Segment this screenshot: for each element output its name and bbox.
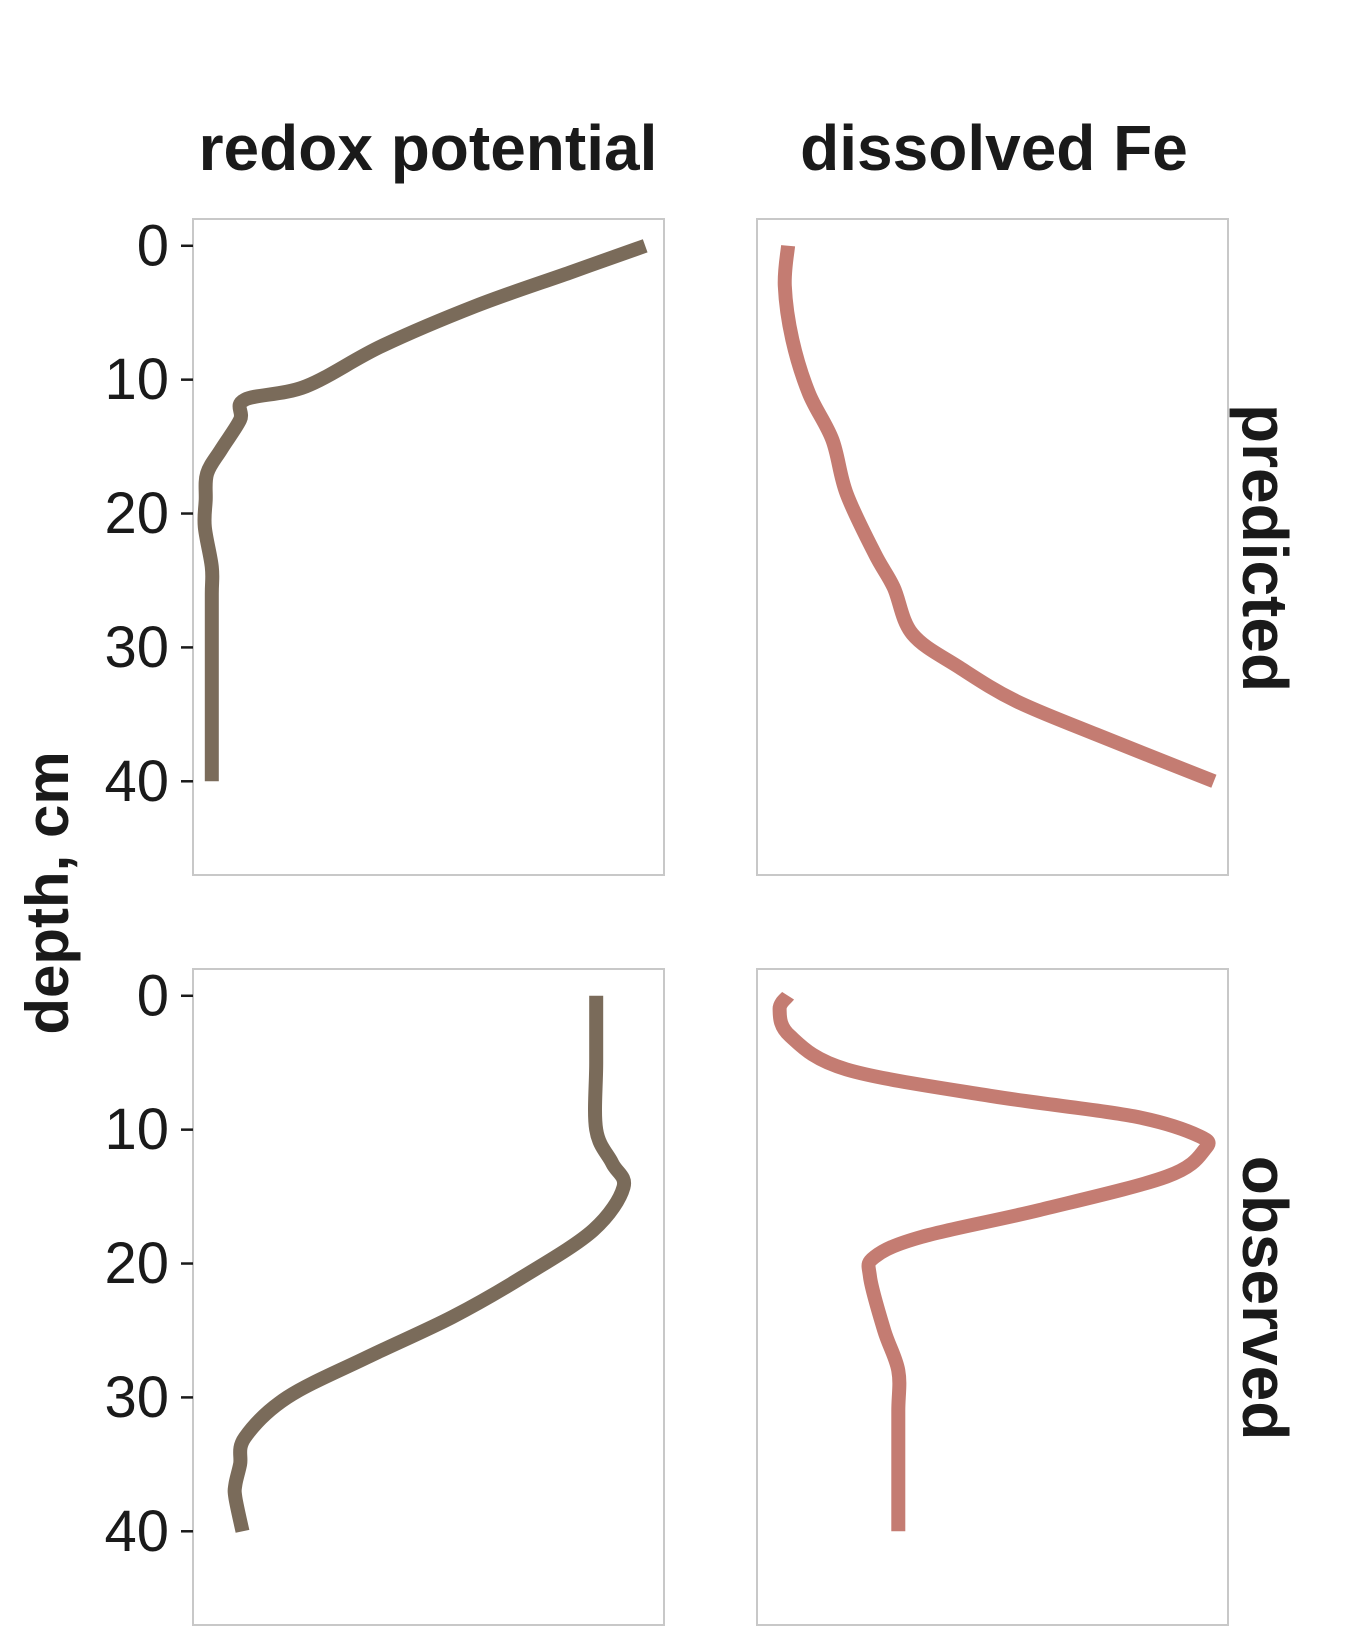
panel-predicted-redox-potential: 0 10 20 30 40 (104, 213, 665, 876)
panel-observed-redox-potential: 0 10 20 30 40 (104, 963, 665, 1626)
series-line-observed-dissolved-fe (772, 991, 1216, 1532)
panel-frame (192, 218, 665, 876)
y-tick-label: 30 (104, 615, 169, 680)
y-tick-label: 10 (104, 1097, 169, 1162)
y-tick-label: 10 (104, 347, 169, 412)
column-title-redox-potential: redox potential (199, 112, 658, 184)
series-line-predicted-dissolved-fe (777, 245, 1217, 788)
panel-frame (192, 968, 665, 1626)
series-line-observed-redox-potential (227, 995, 632, 1533)
row-titles: predicted observed (1229, 404, 1301, 1440)
panel-observed-dissolved-fe (756, 968, 1229, 1626)
series-line-predicted-redox-potential (197, 239, 648, 782)
panels: 0 10 20 30 40 0 10 20 30 40 (104, 213, 1229, 1626)
column-title-dissolved-fe: dissolved Fe (800, 112, 1188, 184)
y-tick-label: 30 (104, 1365, 169, 1430)
row-title-predicted: predicted (1229, 404, 1301, 692)
panel-frame (756, 968, 1229, 1626)
y-tick-label: 40 (104, 749, 169, 814)
y-tick-label: 20 (104, 481, 169, 546)
column-titles: redox potential dissolved Fe (199, 112, 1188, 184)
y-axis-title: depth, cm (14, 751, 81, 1034)
panel-frame (756, 218, 1229, 876)
panel-predicted-dissolved-fe (756, 218, 1229, 876)
row-title-observed: observed (1229, 1156, 1301, 1441)
y-tick-label: 20 (104, 1231, 169, 1296)
y-tick-label: 40 (104, 1499, 169, 1564)
y-tick-label: 0 (137, 963, 169, 1028)
y-tick-label: 0 (137, 213, 169, 278)
